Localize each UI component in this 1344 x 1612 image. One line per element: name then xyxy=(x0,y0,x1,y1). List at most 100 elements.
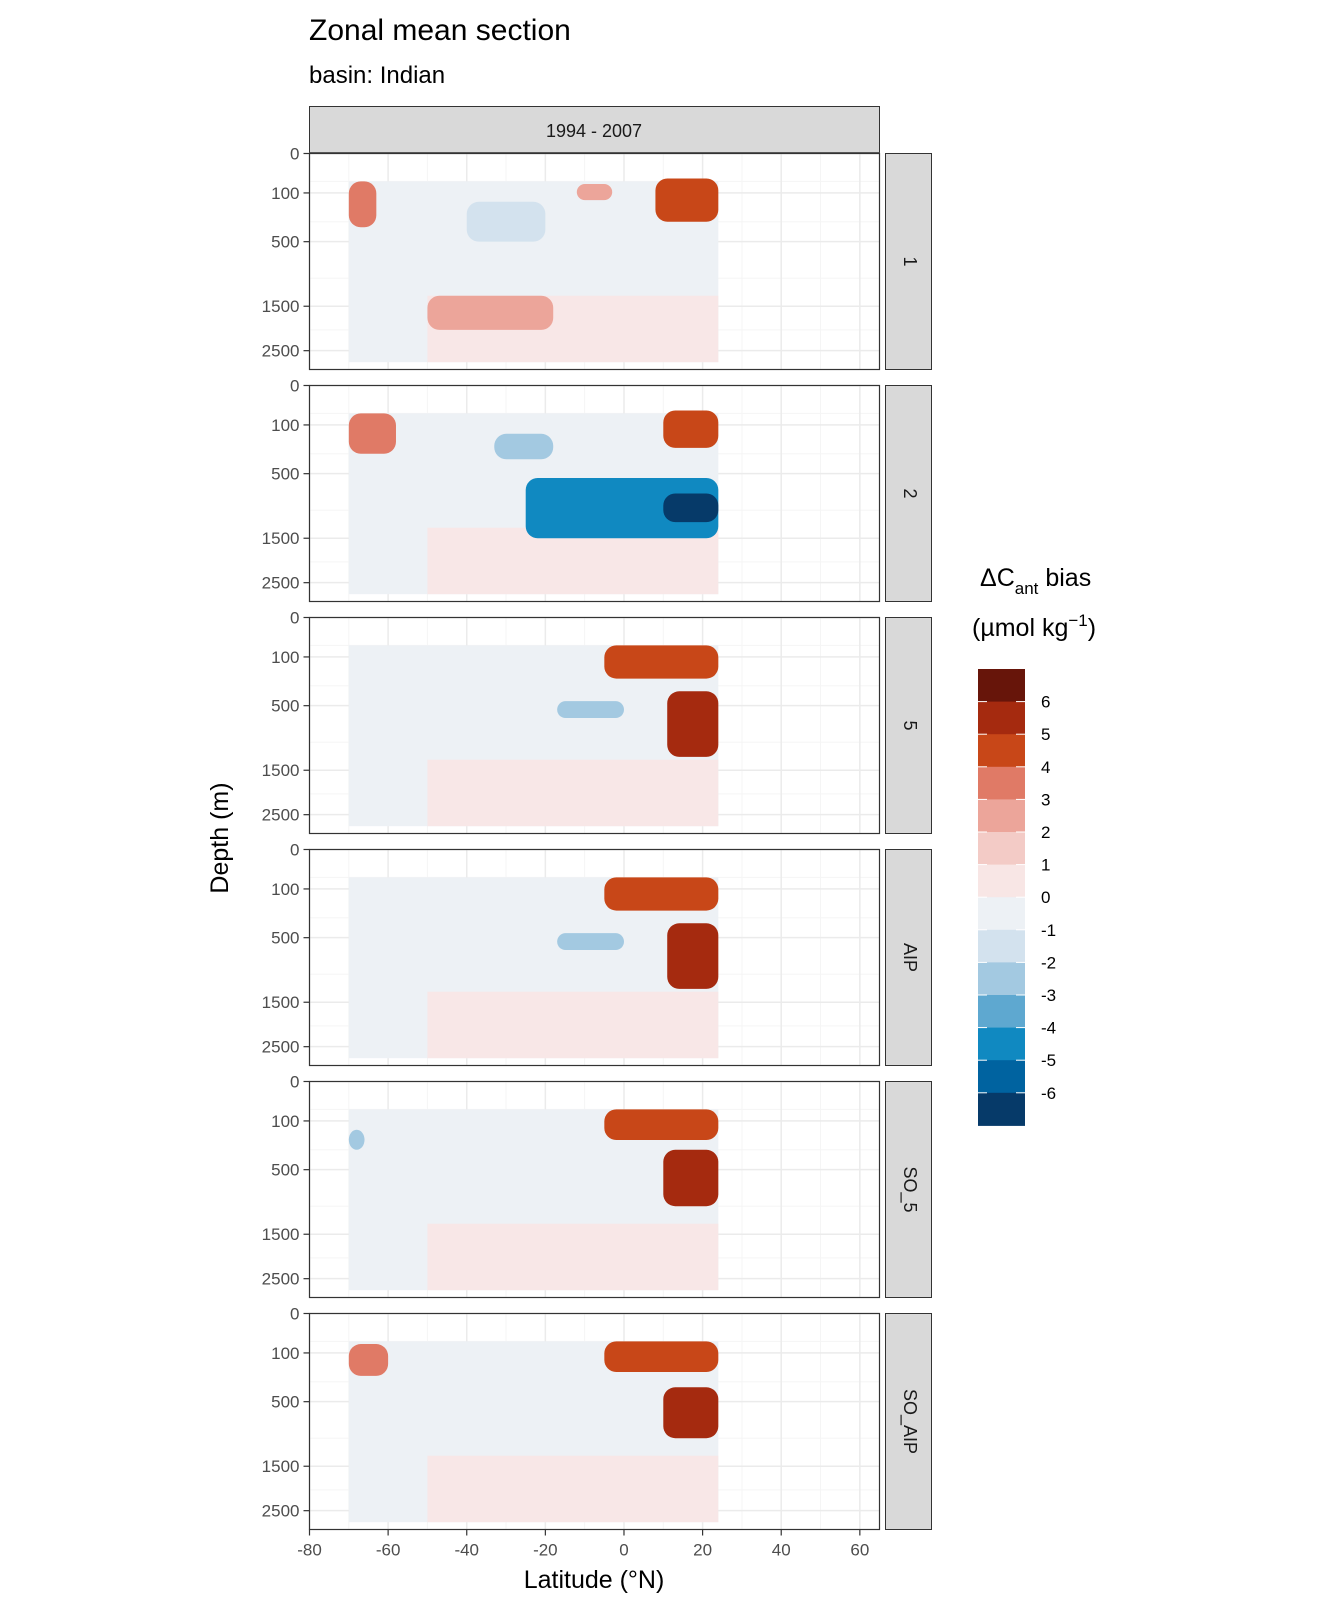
y-tick-label: 0 xyxy=(290,609,299,628)
bias-patch xyxy=(348,232,408,359)
legend-title-subscript: ant xyxy=(1015,579,1039,598)
row-strip xyxy=(885,617,932,834)
legend-swatch xyxy=(978,962,1025,996)
row-strip xyxy=(885,1313,932,1530)
x-tick-label: -60 xyxy=(376,1541,401,1560)
bias-patch xyxy=(663,1149,719,1207)
bias-patch xyxy=(557,933,624,951)
legend-label: 0 xyxy=(1041,888,1050,907)
panel-field xyxy=(348,410,719,595)
field-deep-layer xyxy=(427,527,719,595)
facet-panels: 0100500150025001010050015002500201005001… xyxy=(262,145,932,1531)
y-tick-label: 500 xyxy=(271,929,299,948)
panel-field xyxy=(348,1109,719,1291)
x-tick-label: 40 xyxy=(772,1541,791,1560)
legend-swatch xyxy=(978,832,1025,866)
panel-2: 0 100 500 1500 2500 2 xyxy=(262,377,932,603)
legend-swatch xyxy=(978,1027,1025,1061)
y-tick-label: 1500 xyxy=(262,1457,300,1476)
bias-patch xyxy=(525,477,719,539)
x-tick-label: -20 xyxy=(533,1541,558,1560)
legend-swatch xyxy=(978,799,1025,833)
legend-title-suffix: bias xyxy=(1038,564,1091,592)
bias-patch xyxy=(348,413,396,454)
bias-patch xyxy=(604,645,719,679)
panel-5: 0 100 500 1500 2500 5 xyxy=(262,609,932,835)
bias-patch xyxy=(663,1387,719,1439)
y-axis-title: Depth (m) xyxy=(206,782,234,893)
legend-label: 2 xyxy=(1041,823,1050,842)
bias-patch xyxy=(667,923,719,989)
panel-1: 0 100 500 1500 2500 1 xyxy=(262,145,932,371)
panel-field xyxy=(348,877,719,1059)
legend-swatch xyxy=(978,897,1025,931)
bias-patch xyxy=(663,493,719,523)
row-strip xyxy=(885,1081,932,1298)
y-tick-label: 2500 xyxy=(262,806,300,825)
legend-label: -3 xyxy=(1041,986,1056,1005)
field-deep-layer xyxy=(427,991,719,1059)
bias-patch xyxy=(576,184,613,201)
legend-swatch xyxy=(978,669,1025,703)
legend-label: 4 xyxy=(1041,758,1050,777)
y-tick-label: 100 xyxy=(271,1344,299,1363)
legend-units-prefix: (µmol kg xyxy=(972,614,1068,642)
legend-units-suffix: ) xyxy=(1088,614,1096,642)
legend-label: -1 xyxy=(1041,921,1056,940)
y-tick-label: 500 xyxy=(271,697,299,716)
panel-border xyxy=(308,1312,881,1531)
legend-title: ΔCant bias xyxy=(980,564,1091,598)
legend-label: 5 xyxy=(1041,725,1050,744)
panel-border xyxy=(308,616,881,835)
bias-patch xyxy=(663,410,719,448)
legend-swatch xyxy=(978,734,1025,768)
legend-swatch xyxy=(978,1092,1025,1126)
y-tick-label: 2500 xyxy=(262,1038,300,1057)
y-tick-label: 0 xyxy=(290,377,299,396)
row-strip-label: SO_5 xyxy=(899,1166,920,1212)
y-tick-label: 0 xyxy=(290,145,299,164)
y-tick-label: 100 xyxy=(271,880,299,899)
row-strip-label: 2 xyxy=(900,488,920,498)
bias-patch xyxy=(427,295,554,330)
y-tick-label: 500 xyxy=(271,1393,299,1412)
panel-border xyxy=(308,152,881,371)
legend-label: -4 xyxy=(1041,1019,1056,1038)
y-tick-label: 500 xyxy=(271,233,299,252)
legend-swatch xyxy=(978,766,1025,800)
bias-patch xyxy=(604,1341,719,1372)
legend-title-prefix: ΔC xyxy=(980,564,1015,592)
bias-patch xyxy=(348,1344,389,1376)
panel-so-aip: 0 100 500 1500 2500 SO_AIP xyxy=(262,1305,932,1531)
y-tick-label: 1500 xyxy=(262,529,300,548)
panel-field xyxy=(348,178,719,363)
row-strip-label: SO_AIP xyxy=(899,1389,920,1454)
legend-label: 3 xyxy=(1041,790,1050,809)
column-strip-label: 1994 - 2007 xyxy=(546,121,642,141)
bias-patch xyxy=(348,181,377,228)
panel-border xyxy=(308,384,881,603)
legend-label: 1 xyxy=(1041,856,1050,875)
y-tick-label: 1500 xyxy=(262,993,300,1012)
y-tick-label: 1500 xyxy=(262,761,300,780)
panel-so-5: 0 100 500 1500 2500 SO_5 xyxy=(262,1073,932,1299)
panel-field xyxy=(348,645,719,827)
chart-title: Zonal mean section xyxy=(309,14,571,47)
field-deep-layer xyxy=(427,1455,719,1523)
panel-border xyxy=(308,848,881,1067)
y-tick-label: 100 xyxy=(271,184,299,203)
y-tick-label: 0 xyxy=(290,1073,299,1092)
x-axis: -80 -60 -40 -20 0 20 40 60 xyxy=(297,1529,869,1560)
y-tick-label: 100 xyxy=(271,1112,299,1131)
x-axis-title: Latitude (°N) xyxy=(524,1566,665,1594)
bias-patch xyxy=(604,877,719,911)
legend-swatch xyxy=(978,929,1025,963)
panel-border xyxy=(308,1080,881,1299)
bias-patch xyxy=(604,1109,719,1140)
y-tick-label: 2500 xyxy=(262,1270,300,1289)
y-tick-label: 0 xyxy=(290,1305,299,1324)
x-tick-label: 0 xyxy=(619,1541,628,1560)
legend-swatch xyxy=(978,701,1025,735)
bias-patch xyxy=(557,701,624,719)
row-strip xyxy=(885,385,932,602)
